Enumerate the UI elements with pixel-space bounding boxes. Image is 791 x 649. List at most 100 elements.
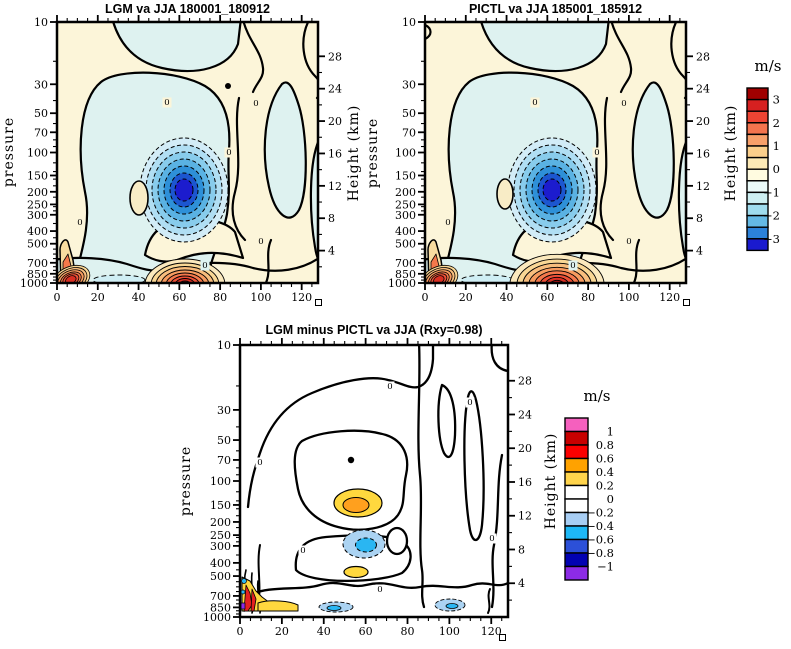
x-tick-label: 0 xyxy=(237,625,244,638)
zero-contour-label: 0 xyxy=(77,218,82,228)
axes: 0 20 40 60 80 100 1201030507010015020025030040… xyxy=(20,15,342,304)
colorbar-tick-label: 0.6 xyxy=(596,452,614,466)
colorbar-tick-label: 3 xyxy=(773,93,780,107)
pressure-tick-label: 850 xyxy=(395,268,416,281)
x-tick-label: 20 xyxy=(91,291,105,304)
zero-contour-label: 0 xyxy=(467,398,472,408)
height-tick-label: 4 xyxy=(518,577,525,590)
zero-contour-label: 0 xyxy=(202,261,207,271)
x-tick-label: 0 xyxy=(422,291,429,304)
zero-contour-label: 0 xyxy=(626,237,631,247)
colorbar-box xyxy=(564,484,589,500)
panel-title-diff: LGM minus PICTL va JJA (Rxy=0.98) xyxy=(265,323,483,337)
point-marker-dot xyxy=(225,83,231,89)
x-tick-label: 20 xyxy=(459,291,473,304)
x-tick-label: 100 xyxy=(439,625,460,638)
pressure-tick-label: 10 xyxy=(402,16,416,29)
x-tick-label: 40 xyxy=(132,291,146,304)
pressure-tick-label: 30 xyxy=(217,404,231,417)
zero-contour-label: 0 xyxy=(594,148,599,158)
panel-title-lgm: LGM va JJA 180001_180912 xyxy=(105,2,270,16)
colorbar-box xyxy=(746,145,769,159)
height-tick-label: 28 xyxy=(696,50,710,63)
colorbar-box xyxy=(746,168,769,182)
x-tick-label: 80 xyxy=(213,291,227,304)
pressure-tick-label: 850 xyxy=(210,601,231,614)
colorbar-tick-label: 0 xyxy=(607,492,614,506)
zero-contour-label: 0 xyxy=(164,98,169,108)
pressure-tick-label: 100 xyxy=(27,147,48,160)
pressure-tick-label: 400 xyxy=(210,557,231,570)
zero-contour-label: 0 xyxy=(621,99,626,109)
pressure-tick-label: 300 xyxy=(395,209,416,222)
colorbar-tick-label: 0.8 xyxy=(596,438,614,452)
colorbar-box xyxy=(564,565,589,581)
colorbar-box xyxy=(746,238,769,252)
x-tick-label: 100 xyxy=(250,291,271,304)
height-tick-label: 16 xyxy=(328,147,342,160)
zero-contour-label: 0 xyxy=(532,98,537,108)
zero-contour-label: 0 xyxy=(300,546,305,556)
x-axis-end-square-pictl xyxy=(683,299,690,306)
pressure-tick-label: 200 xyxy=(210,516,231,529)
colorbar-box xyxy=(746,98,769,112)
colorbar-box xyxy=(564,511,589,527)
colorbar-tick-label: 1 xyxy=(773,139,780,153)
colorbar-top: 3 2 1 0 −1 −2 −3 xyxy=(746,87,780,252)
height-tick-label: 20 xyxy=(328,115,342,128)
height-tick-label: 28 xyxy=(328,50,342,63)
x-axis-end-square-diff xyxy=(499,634,506,641)
colorbar-tick-label: −1 xyxy=(597,560,614,574)
height-tick-label: 24 xyxy=(696,83,710,96)
x-tick-label: 120 xyxy=(481,625,502,638)
height-tick-label: 12 xyxy=(518,510,532,523)
colorbar-tick-label: 2 xyxy=(773,116,780,130)
colorbar-units-bottom: m/s xyxy=(583,387,611,405)
colorbar-box xyxy=(564,444,589,460)
colorbar-tick-label: 0 xyxy=(773,162,780,176)
zero-contour-label: 0 xyxy=(226,148,231,158)
height-axis-label-diff: Height (km) xyxy=(543,432,559,530)
colorbar-box xyxy=(564,498,589,514)
colorbar-tick-label: −1 xyxy=(763,185,780,199)
pressure-axis-label-pictl: pressure xyxy=(365,117,381,189)
colorbar-tick-label: 0.2 xyxy=(596,479,614,493)
zero-contour-label: 0 xyxy=(489,534,494,544)
pressure-tick-label: 100 xyxy=(395,147,416,160)
zero-contour-label: 0 xyxy=(445,218,450,228)
height-tick-label: 8 xyxy=(518,543,525,556)
contour-art: 0 0 0 0 0 0 xyxy=(240,345,508,617)
colorbar-box xyxy=(746,110,769,124)
pressure-tick-label: 500 xyxy=(395,238,416,251)
colorbar-tick-label: −0.4 xyxy=(586,519,614,533)
pressure-tick-label: 250 xyxy=(395,198,416,211)
pressure-tick-label: 700 xyxy=(210,590,231,603)
height-tick-label: 20 xyxy=(518,442,532,455)
colorbar-box xyxy=(564,525,589,541)
height-tick-label: 20 xyxy=(696,115,710,128)
zero-contour-label: 0 xyxy=(257,458,262,468)
height-axis-label-lgm: Height (km) xyxy=(346,104,362,202)
colorbar-box xyxy=(564,471,589,487)
x-tick-label: 120 xyxy=(291,291,312,304)
pressure-axis-label-diff: pressure xyxy=(178,445,194,517)
colorbar-bottom: 10.80.60.40.20−0.2−0.4−0.6−0.8−1 xyxy=(564,417,614,581)
plot-frame xyxy=(238,343,510,619)
x-tick-label: 120 xyxy=(659,291,680,304)
contour-art: 0 0 0 0 0 0 xyxy=(425,22,686,283)
pressure-axis-label-lgm: pressure xyxy=(1,116,17,188)
height-tick-label: 4 xyxy=(328,245,335,258)
x-tick-label: 100 xyxy=(618,291,639,304)
pressure-tick-label: 150 xyxy=(210,499,231,512)
pressure-tick-label: 850 xyxy=(27,268,48,281)
zero-contour-label: 0 xyxy=(570,261,575,271)
height-tick-label: 12 xyxy=(328,180,342,193)
pressure-tick-label: 10 xyxy=(34,16,48,29)
height-tick-label: 4 xyxy=(696,245,703,258)
colorbar-box xyxy=(564,538,589,554)
pressure-tick-label: 400 xyxy=(27,225,48,238)
plot-frame xyxy=(55,20,320,285)
